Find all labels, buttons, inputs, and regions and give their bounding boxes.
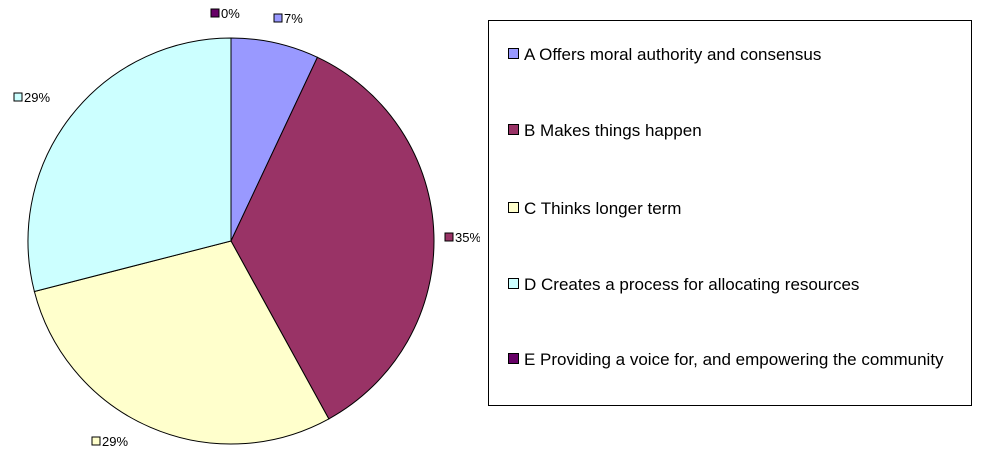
legend-item-d: D Creates a process for allocating resou… bbox=[508, 274, 965, 295]
pie-slices bbox=[27, 37, 435, 445]
legend-item-e: E Providing a voice for, and empowering … bbox=[508, 349, 965, 370]
data-label-e: 0% bbox=[221, 6, 240, 21]
legend-swatch-b bbox=[508, 124, 519, 135]
data-label-swatch-c bbox=[91, 436, 101, 446]
data-label-swatch-a bbox=[273, 13, 283, 23]
legend-swatch-d bbox=[508, 278, 519, 289]
legend-label-c: C Thinks longer term bbox=[524, 199, 682, 218]
data-label-a: 7% bbox=[284, 11, 303, 26]
legend-item-c: C Thinks longer term bbox=[508, 198, 965, 219]
legend-swatch-c bbox=[508, 202, 519, 213]
data-label-b: 35% bbox=[455, 230, 480, 245]
pie-data-labels: 7% 35% 29% 29% 0% bbox=[13, 6, 480, 449]
legend-label-b: B Makes things happen bbox=[524, 121, 702, 140]
legend-label-d: D Creates a process for allocating resou… bbox=[524, 275, 860, 294]
data-label-c: 29% bbox=[102, 434, 128, 449]
chart-legend: A Offers moral authority and consensus B… bbox=[488, 20, 972, 406]
data-label-swatch-b bbox=[444, 232, 454, 242]
pie-slice-b bbox=[230, 56, 435, 420]
legend-item-b: B Makes things happen bbox=[508, 120, 965, 141]
legend-label-e: E Providing a voice for, and empowering … bbox=[524, 350, 944, 369]
legend-swatch-a bbox=[508, 48, 519, 59]
pie-slice-c bbox=[33, 240, 330, 445]
legend-swatch-e bbox=[508, 353, 519, 364]
data-label-swatch-d bbox=[13, 92, 23, 102]
pie-slice-d bbox=[27, 37, 232, 293]
legend-label-a: A Offers moral authority and consensus bbox=[524, 45, 822, 64]
data-label-swatch-e bbox=[210, 8, 220, 18]
legend-item-a: A Offers moral authority and consensus bbox=[508, 44, 965, 65]
data-label-d: 29% bbox=[24, 90, 50, 105]
pie-chart: 7% 35% 29% 29% 0% bbox=[13, 6, 480, 449]
